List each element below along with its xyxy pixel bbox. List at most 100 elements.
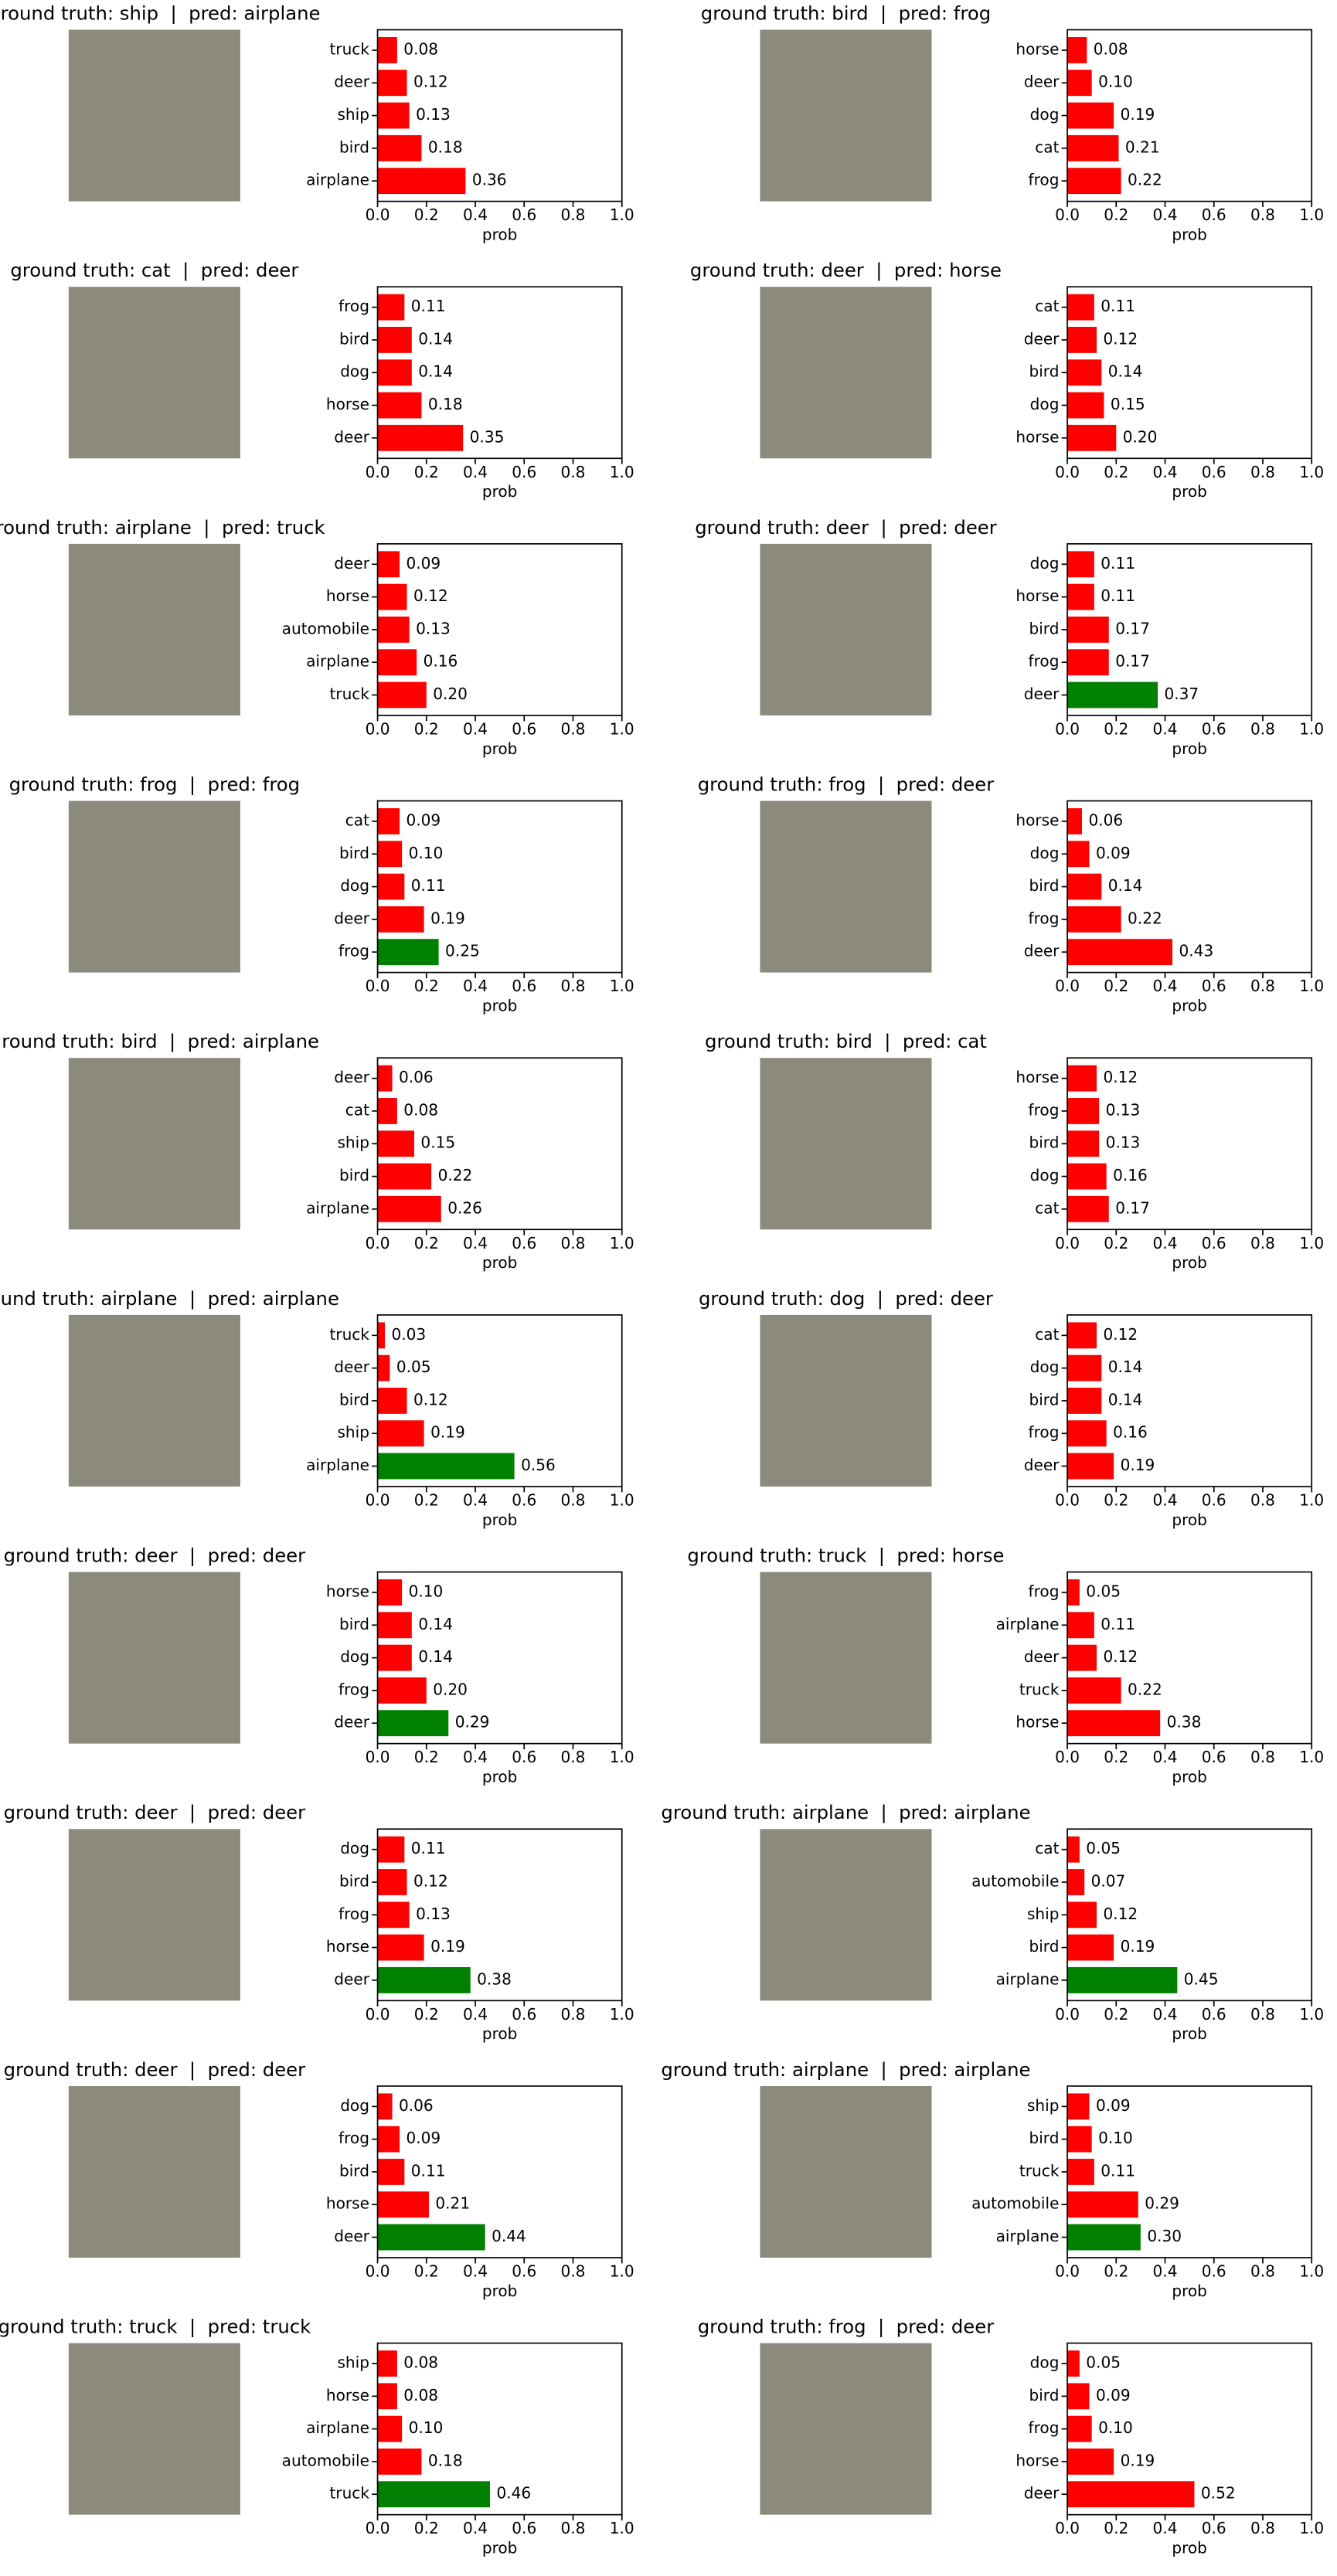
value-label: 0.22 bbox=[1128, 909, 1162, 927]
value-label: 0.08 bbox=[403, 2353, 438, 2372]
bar bbox=[377, 1966, 471, 1993]
x-tick-label: 0.6 bbox=[1202, 2005, 1226, 2024]
value-label: 0.10 bbox=[409, 2418, 444, 2437]
axes-frame bbox=[1067, 2342, 1313, 2516]
value-label: 0.29 bbox=[1145, 2194, 1179, 2213]
value-label: 0.21 bbox=[435, 2194, 470, 2213]
x-tick-label: 0.4 bbox=[463, 2005, 488, 2024]
x-tick-label: 0.2 bbox=[1104, 719, 1128, 738]
bar bbox=[1067, 37, 1087, 63]
y-tick-label: deer bbox=[334, 1969, 369, 1988]
x-tick-label: 0.6 bbox=[512, 1490, 536, 1509]
value-label: 0.09 bbox=[1096, 2386, 1131, 2404]
axes-frame bbox=[376, 1571, 623, 1745]
y-tick-label: cat bbox=[1035, 1198, 1059, 1217]
y-tick-label: dog bbox=[1030, 2353, 1060, 2372]
bar bbox=[1067, 1453, 1114, 1480]
x-tick-label: 0.0 bbox=[1055, 2262, 1080, 2281]
bar bbox=[377, 2191, 429, 2218]
x-tick-label: 1.0 bbox=[610, 463, 634, 481]
x-tick-label: 0.6 bbox=[512, 2519, 536, 2537]
x-axis-label: prob bbox=[482, 2539, 518, 2557]
bar bbox=[377, 134, 422, 161]
x-tick-label: 0.6 bbox=[1202, 206, 1226, 224]
y-tick-label: dog bbox=[340, 876, 369, 895]
bar bbox=[377, 1130, 414, 1157]
panel-title: ground truth: deer | pred: deer bbox=[4, 1544, 306, 1566]
bar bbox=[1067, 583, 1094, 610]
bar bbox=[377, 70, 407, 97]
y-tick-label: bird bbox=[339, 138, 369, 156]
x-axis-label: prob bbox=[1172, 2539, 1207, 2557]
bar bbox=[377, 2481, 490, 2508]
axes-frame bbox=[376, 1828, 623, 2002]
y-tick-label: horse bbox=[326, 1937, 369, 1956]
x-tick-label: 0.6 bbox=[1202, 977, 1226, 995]
x-tick-label: 0.8 bbox=[561, 1490, 586, 1509]
value-label: 0.14 bbox=[1108, 1358, 1143, 1376]
x-tick-label: 0.0 bbox=[1055, 719, 1080, 738]
panel-title: ground truth: ship | pred: airplane bbox=[0, 2, 320, 24]
value-label: 0.12 bbox=[413, 1390, 448, 1409]
axes-frame bbox=[1067, 1314, 1313, 1487]
sample-image bbox=[68, 2085, 240, 2258]
bar bbox=[1067, 2191, 1138, 2218]
x-tick-label: 0.4 bbox=[463, 2519, 488, 2537]
y-tick-label: deer bbox=[334, 427, 369, 446]
value-label: 0.46 bbox=[496, 2484, 531, 2503]
value-label: 0.10 bbox=[1098, 2418, 1133, 2437]
value-label: 0.37 bbox=[1164, 685, 1199, 703]
y-tick-label: dog bbox=[1030, 554, 1060, 573]
bar bbox=[1067, 1710, 1161, 1737]
y-tick-label: dog bbox=[340, 362, 369, 381]
x-tick-label: 0.8 bbox=[1250, 719, 1275, 738]
bar bbox=[377, 1453, 515, 1480]
value-label: 0.43 bbox=[1179, 942, 1213, 960]
x-tick-label: 0.6 bbox=[512, 206, 536, 224]
bar bbox=[377, 1934, 424, 1961]
sample-image bbox=[68, 1829, 240, 2001]
x-tick-label: 0.6 bbox=[512, 719, 536, 738]
y-tick-label: bird bbox=[1029, 2386, 1059, 2404]
value-label: 0.12 bbox=[1103, 329, 1138, 348]
y-tick-label: horse bbox=[1016, 427, 1059, 446]
bar bbox=[1067, 1934, 1114, 1961]
value-label: 0.52 bbox=[1201, 2484, 1236, 2503]
bar bbox=[1067, 1869, 1085, 1895]
bar bbox=[1067, 1388, 1102, 1414]
value-label: 0.13 bbox=[1106, 1133, 1141, 1152]
y-tick-label: bird bbox=[1029, 362, 1059, 381]
x-tick-label: 1.0 bbox=[610, 719, 634, 738]
y-tick-label: truck bbox=[329, 685, 369, 703]
y-tick-label: bird bbox=[339, 1166, 369, 1184]
y-tick-label: dog bbox=[340, 2096, 369, 2115]
value-label: 0.14 bbox=[418, 1647, 453, 1666]
x-tick-label: 0.2 bbox=[1104, 463, 1128, 481]
x-tick-label: 1.0 bbox=[610, 1748, 634, 1766]
x-axis-label: prob bbox=[482, 482, 518, 501]
y-tick-label: deer bbox=[1024, 1456, 1060, 1474]
x-axis-label: prob bbox=[482, 1768, 518, 1786]
y-tick-label: airplane bbox=[996, 1969, 1060, 1988]
x-tick-label: 0.8 bbox=[1250, 2005, 1275, 2024]
value-label: 0.21 bbox=[1125, 138, 1160, 156]
value-label: 0.05 bbox=[1086, 2353, 1121, 2372]
y-tick-label: automobile bbox=[971, 2194, 1059, 2213]
axes-frame bbox=[1067, 29, 1313, 202]
y-tick-label: dog bbox=[1030, 395, 1060, 413]
y-tick-label: deer bbox=[1024, 1647, 1060, 1666]
bar bbox=[377, 1354, 390, 1381]
panel-title: ground truth: bird | pred: cat bbox=[705, 1030, 987, 1052]
value-label: 0.18 bbox=[428, 138, 463, 156]
x-tick-label: 0.4 bbox=[1153, 977, 1178, 995]
value-label: 0.09 bbox=[406, 554, 441, 573]
value-label: 0.14 bbox=[418, 362, 453, 381]
y-tick-label: cat bbox=[1035, 1839, 1059, 1857]
bar bbox=[377, 1065, 393, 1092]
x-tick-label: 0.4 bbox=[1153, 2005, 1178, 2024]
x-tick-label: 0.0 bbox=[1055, 463, 1080, 481]
bar bbox=[1067, 808, 1083, 834]
x-tick-label: 1.0 bbox=[1299, 1490, 1324, 1509]
value-label: 0.11 bbox=[411, 297, 446, 315]
x-tick-label: 0.8 bbox=[1250, 206, 1275, 224]
